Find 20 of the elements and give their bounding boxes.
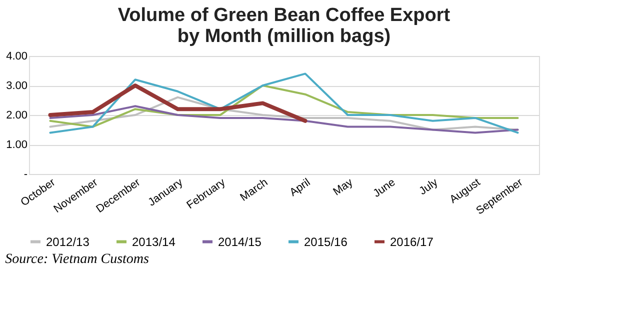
x-tick-label: July [417, 176, 441, 198]
legend-label: 2016/17 [390, 234, 434, 249]
legend-label: 2015/16 [304, 234, 348, 249]
legend-label: 2012/13 [46, 234, 90, 249]
line-series [49, 96, 519, 131]
line-series [49, 105, 519, 134]
y-tick-label: 1.00 [6, 139, 28, 151]
y-tick-label: - [24, 168, 28, 180]
line-series [49, 84, 519, 128]
source-note: Source: Vietnam Customs [5, 252, 150, 267]
x-tick-label: June [371, 176, 398, 200]
y-tick-label: 3.00 [6, 80, 28, 92]
legend-label: 2013/14 [132, 234, 176, 249]
line-series [48, 84, 308, 123]
line-series [49, 72, 519, 134]
chart-title: Volume of Green Bean Coffee Export by Month (million bags) [118, 5, 451, 47]
x-tick-label: May [331, 176, 356, 198]
legend-label: 2014/15 [218, 234, 262, 249]
y-tick-label: 4.00 [6, 50, 28, 62]
y-tick-label: 2.00 [6, 110, 28, 122]
